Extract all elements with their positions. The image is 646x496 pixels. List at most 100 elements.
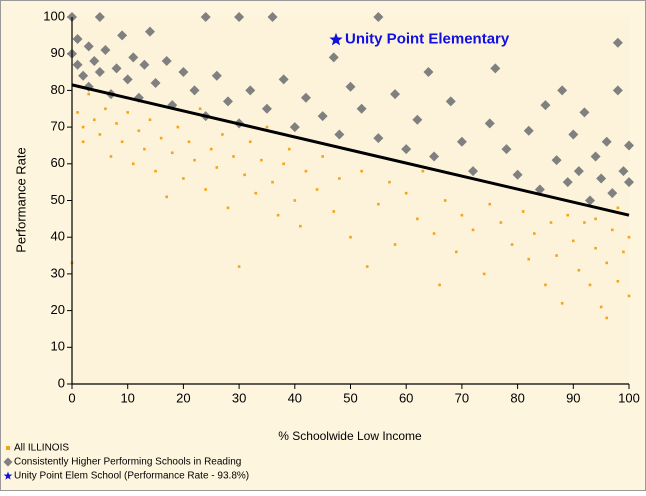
point [421,169,425,173]
diamond-point [568,129,579,140]
point [544,283,547,287]
x-tick-label: 80 [510,390,524,405]
diamond-point [456,136,467,147]
point [605,316,609,320]
point [616,206,620,210]
diamond-point [83,41,94,52]
x-tick-label: 20 [176,390,190,405]
diamond-point [579,107,590,118]
legend-marker [3,457,13,467]
plot-area [72,17,629,384]
point [432,232,436,235]
point [332,210,336,213]
diamond-point [78,70,89,81]
diamond-point [117,30,128,41]
point [460,213,464,217]
point [482,272,486,276]
point [98,133,102,136]
diamond-point [540,100,551,111]
point [221,133,224,136]
diamond-point [128,52,139,63]
diamond-point [211,70,222,81]
point [605,261,609,265]
point [209,147,213,151]
point [276,213,280,217]
diamond-point [345,81,356,92]
diamond-point [267,12,278,22]
diamond-point [100,45,111,56]
point [388,180,391,184]
diamond-point [317,111,328,122]
y-axis-label: Performance Rate [13,147,28,253]
diamond-point [144,26,155,37]
diamond-point [122,74,133,85]
point [527,257,531,261]
point [182,177,185,180]
point [260,158,263,162]
diamond-point [278,74,289,85]
point [154,169,157,173]
diamond-point [618,166,629,177]
legend-label: Unity Point Elem School (Performance Rat… [14,471,249,482]
point [365,265,369,268]
diamond-point [612,37,623,48]
diamond-point [390,89,401,100]
point [627,235,631,239]
point [287,147,291,151]
diamond-point [373,12,384,22]
y-tick-label: 90 [51,45,65,60]
point [215,166,219,169]
point [533,232,536,235]
point [566,213,570,217]
point [488,202,492,206]
x-tick-label: 90 [566,390,580,405]
trend-line [71,83,630,217]
point [176,125,180,129]
legend-label: All ILLINOIS [14,443,69,454]
point [254,191,258,195]
x-tick-label: 70 [455,390,469,405]
point [126,111,129,114]
point [622,250,625,254]
point [137,129,141,133]
point [443,199,447,202]
point [170,151,174,155]
point [393,243,397,246]
legend-marker [3,471,13,480]
diamond-point [445,96,456,107]
diamond-point [139,59,150,70]
point [555,254,558,257]
legend-label: Consistently Higher Performing Schools i… [14,457,241,468]
diamond-point [601,136,612,147]
diamond-point [94,67,105,78]
x-tick-label: 10 [120,390,134,405]
x-tick-label: 40 [288,390,302,405]
diamond-point [72,59,83,70]
point [588,283,592,287]
y-tick-label: 50 [51,192,65,207]
point [282,162,285,166]
legend-marker [6,446,10,450]
star-point [329,32,343,46]
diamond-point [189,85,200,96]
diamond-point [573,166,584,177]
point [204,188,207,191]
y-tick-label: 60 [51,155,65,170]
x-tick-label: 50 [343,390,357,405]
point [271,180,274,184]
point [510,243,514,246]
diamond-point [300,92,311,103]
diamond-point [534,184,545,195]
point [349,235,352,239]
x-tick-label: 30 [232,390,246,405]
diamond-point [328,52,339,63]
point [627,294,631,298]
point [455,250,458,254]
point [143,147,146,151]
point [232,155,235,158]
diamond-point [624,140,634,151]
point [293,199,297,202]
point [131,162,135,166]
y-tick-label: 20 [51,302,65,317]
